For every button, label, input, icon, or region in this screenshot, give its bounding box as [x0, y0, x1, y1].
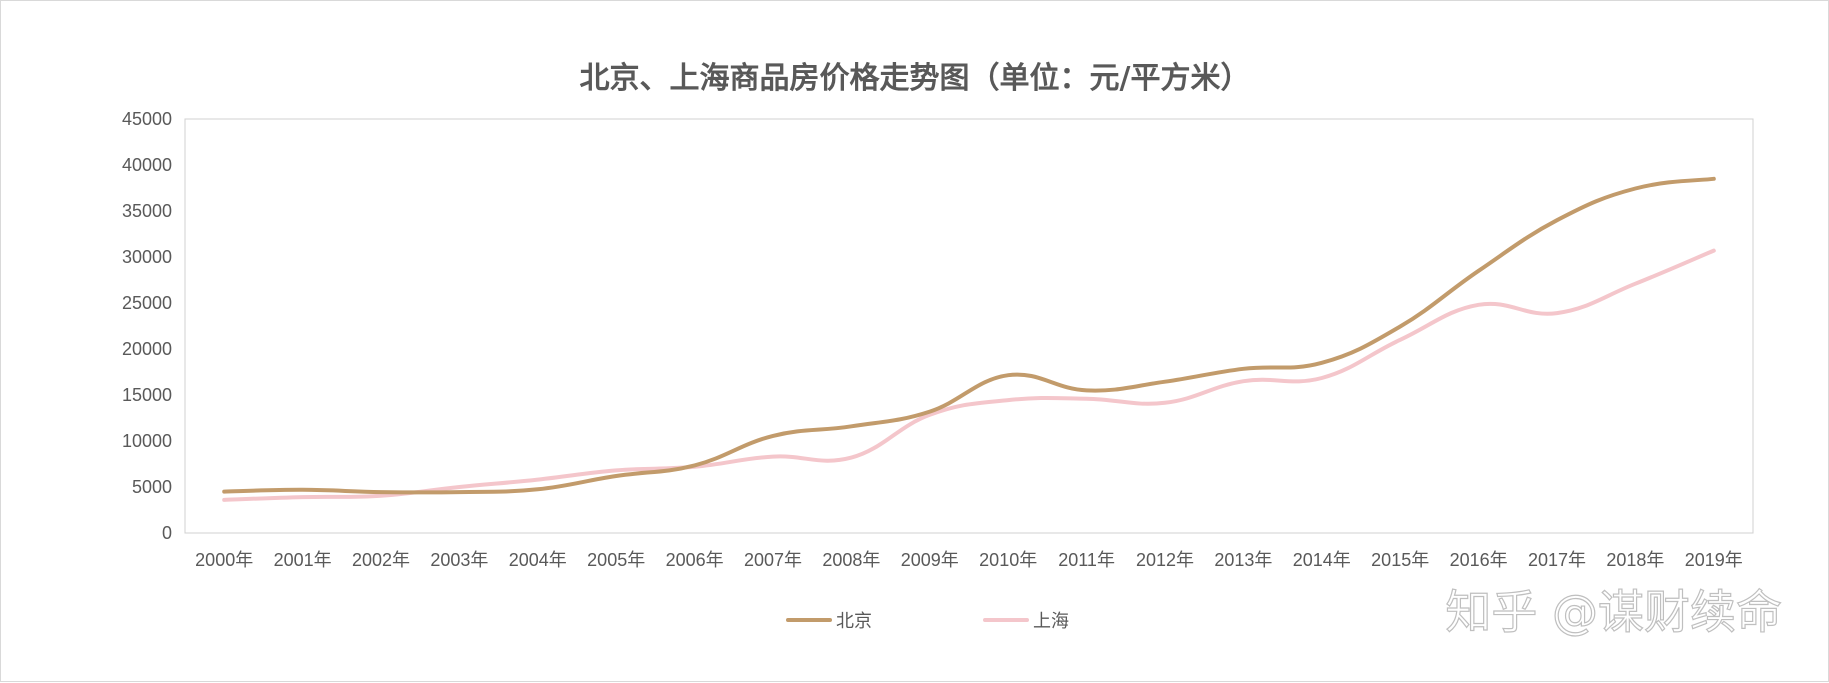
x-tick-label: 2012年: [1136, 550, 1194, 570]
legend: 北京 上海: [786, 611, 1069, 632]
x-axis: 2000年 2001年 2002年 2003年 2004年 2005年 2006年 2007年…: [195, 550, 1743, 570]
y-tick-label: 40000: [122, 155, 172, 175]
x-tick-label: 2008年: [822, 550, 880, 570]
series-layer: [222, 176, 1716, 502]
x-tick-label: 2014年: [1293, 550, 1351, 570]
x-tick-label: 2009年: [901, 550, 959, 570]
y-tick-label: 0: [162, 523, 172, 543]
x-tick-label: 2016年: [1450, 550, 1508, 570]
series-line-beijing: [222, 176, 1716, 495]
chart-title: 北京、上海商品房价格走势图（单位：元/平方米）: [580, 61, 1251, 96]
x-tick-label: 2010年: [979, 550, 1037, 570]
x-tick-label: 2001年: [274, 550, 332, 570]
x-tick-label: 2018年: [1606, 550, 1664, 570]
series-line-shanghai: [222, 248, 1716, 502]
x-tick-label: 2017年: [1528, 550, 1586, 570]
x-tick-label: 2015年: [1371, 550, 1429, 570]
plot-area: [184, 118, 1754, 534]
x-tick-label: 2004年: [509, 550, 567, 570]
x-tick-label: 2003年: [430, 550, 488, 570]
legend-label: 北京: [836, 611, 872, 632]
y-axis: 0 5000 10000 15000 20000 25000 30000 35000 40000…: [122, 109, 172, 543]
y-tick-label: 15000: [122, 385, 172, 405]
legend-label: 上海: [1033, 611, 1069, 632]
y-tick-label: 30000: [122, 247, 172, 267]
x-tick-label: 2002年: [352, 550, 410, 570]
x-tick-label: 2019年: [1685, 550, 1743, 570]
y-tick-label: 5000: [132, 477, 172, 497]
x-tick-label: 2006年: [666, 550, 724, 570]
y-tick-label: 35000: [122, 201, 172, 221]
y-tick-label: 45000: [122, 109, 172, 129]
y-tick-label: 10000: [122, 431, 172, 451]
x-tick-label: 2007年: [744, 550, 802, 570]
x-tick-label: 2013年: [1214, 550, 1272, 570]
x-tick-label: 2005年: [587, 550, 645, 570]
y-tick-label: 20000: [122, 339, 172, 359]
watermark-text: 知乎 @谋财续命: [1445, 585, 1782, 639]
x-tick-label: 2000年: [195, 550, 253, 570]
x-tick-label: 2011年: [1058, 550, 1115, 570]
y-tick-label: 25000: [122, 293, 172, 313]
